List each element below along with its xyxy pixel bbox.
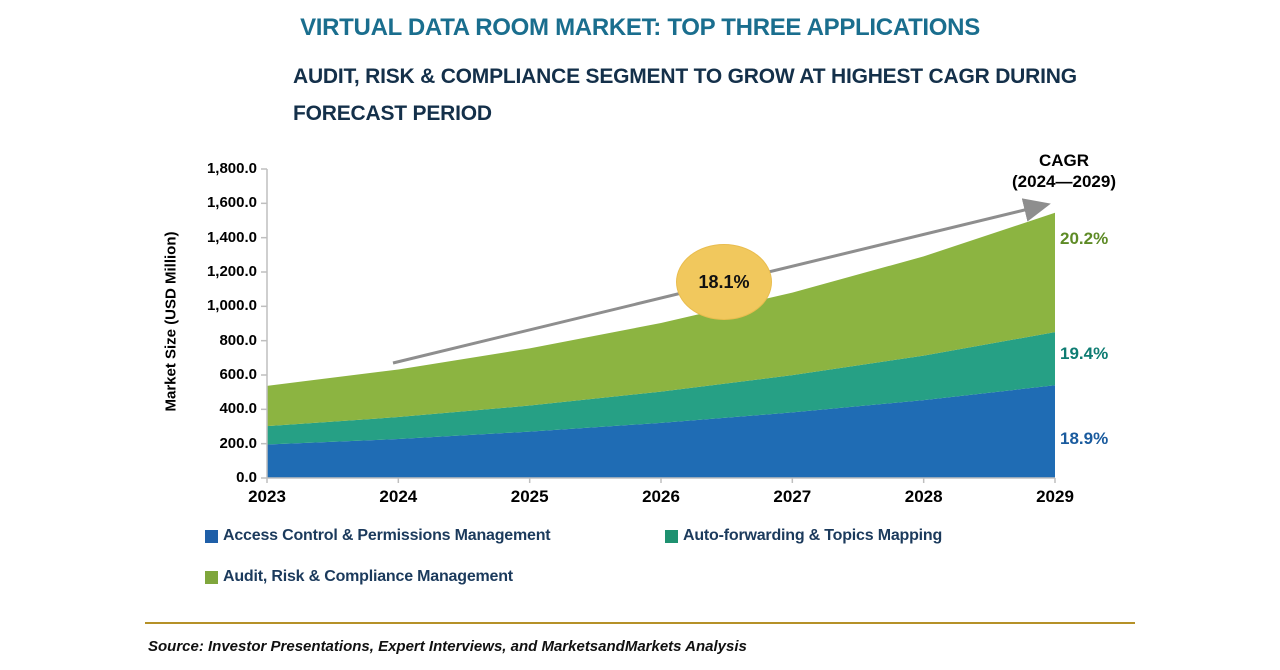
legend-label: Audit, Risk & Compliance Management	[223, 568, 513, 585]
x-tick-label: 2026	[642, 487, 680, 506]
chart-subtitle-line1: AUDIT, RISK & COMPLIANCE SEGMENT TO GROW…	[293, 65, 1077, 88]
area-access-control-permissions-management	[267, 385, 1055, 478]
page-title: VIRTUAL DATA ROOM MARKET: TOP THREE APPL…	[300, 14, 980, 41]
total-cagr-value: 18.1%	[698, 271, 750, 292]
cagr-header-line2: (2024—2029)	[1012, 172, 1116, 191]
x-tick-label: 2025	[510, 487, 549, 506]
footer-divider	[145, 622, 1135, 624]
legend-item-auto-forwarding: Auto-forwarding & Topics Mapping	[665, 527, 942, 545]
y-tick-label: 1,200.0	[206, 263, 257, 280]
area-auto-forwarding-topics-mapping	[267, 332, 1055, 445]
source-attribution: Source: Investor Presentations, Expert I…	[148, 638, 747, 655]
legend-swatch-blue-icon	[205, 529, 218, 543]
legend-swatch-teal-icon	[665, 529, 678, 543]
cagr-header-line1: CAGR	[1038, 151, 1090, 170]
x-tick-label: 2024	[379, 487, 418, 506]
total-cagr-bubble: 18.1%	[676, 244, 772, 320]
y-tick-label: 1,000.0	[206, 297, 257, 315]
y-tick-label: 0.0	[236, 469, 257, 486]
y-tick-label: 800.0	[219, 331, 257, 349]
y-tick-label: 1,400.0	[206, 228, 257, 246]
legend-item-audit-risk: Audit, Risk & Compliance Management	[205, 568, 513, 586]
stacked-area-chart	[261, 168, 1056, 483]
cagr-value-access-control: 18.9%	[1060, 429, 1109, 448]
cagr-value-audit-risk-compliance: 20.2%	[1060, 229, 1109, 248]
y-tick-label: 200.0	[219, 434, 257, 452]
cagr-value-auto-forwarding: 19.4%	[1060, 344, 1109, 363]
legend-item-access-control: Access Control & Permissions Management	[205, 527, 551, 545]
cagr-header: CAGR (2024—2029)	[1008, 150, 1120, 192]
area-series-group	[267, 212, 1055, 478]
chart-subtitle: AUDIT, RISK & COMPLIANCE SEGMENT TO GROW…	[293, 58, 1113, 132]
y-tick-label: 600.0	[219, 366, 257, 383]
area-audit-risk-compliance-management	[267, 212, 1055, 427]
y-tick-label: 400.0	[219, 400, 257, 418]
x-tick-label: 2029	[1036, 487, 1074, 506]
x-tick-label: 2023	[248, 487, 286, 506]
y-tick-label: 1,600.0	[206, 194, 257, 212]
legend-swatch-green-icon	[205, 570, 218, 584]
y-axis-title: Market Size (USD Million)	[162, 231, 180, 412]
x-tick-label: 2027	[773, 487, 812, 506]
legend-label: Access Control & Permissions Management	[223, 527, 551, 544]
y-tick-label: 1,800.0	[206, 160, 257, 177]
legend-label: Auto-forwarding & Topics Mapping	[683, 527, 943, 544]
chart-subtitle-line2: FORECAST PERIOD	[293, 102, 492, 125]
x-tick-label: 2028	[904, 487, 943, 506]
axes-group	[261, 168, 1056, 483]
